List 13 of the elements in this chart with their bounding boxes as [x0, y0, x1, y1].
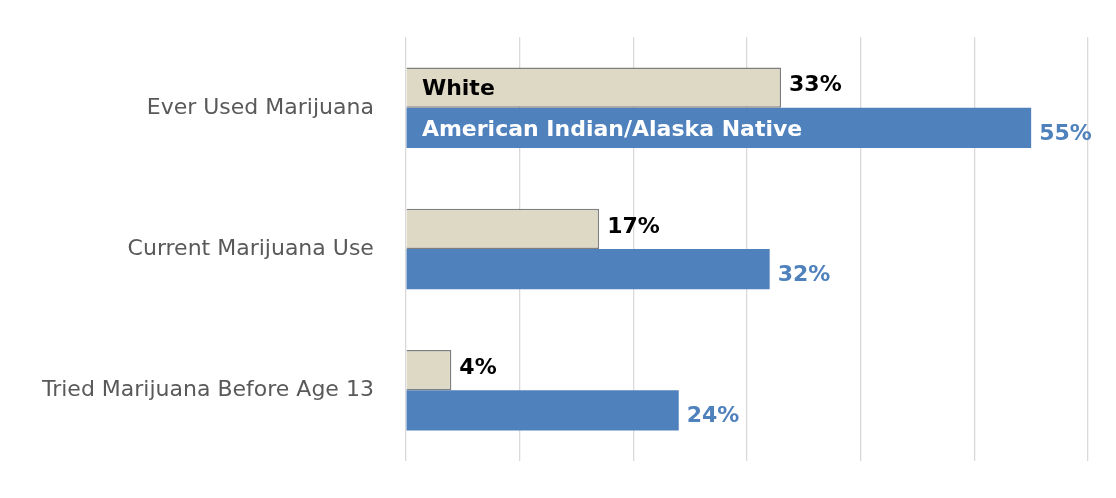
y-tick-label: Tried Marijuana Before Age 13 [41, 375, 374, 401]
bar [406, 390, 679, 431]
data-label: 24% [686, 402, 740, 428]
bar [406, 249, 770, 290]
data-label: 33% [789, 71, 842, 97]
series-label: American Indian/Alaska Native [421, 115, 803, 141]
series-label: White [421, 75, 495, 101]
y-tick-label: Current Marijuana Use [127, 234, 374, 260]
data-label: 4% [459, 353, 497, 379]
y-tick-label: Ever Used Marijuana [146, 93, 374, 119]
data-label: 17% [607, 212, 660, 238]
data-label: 55% [1039, 119, 1092, 145]
data-label: 32% [777, 260, 831, 286]
